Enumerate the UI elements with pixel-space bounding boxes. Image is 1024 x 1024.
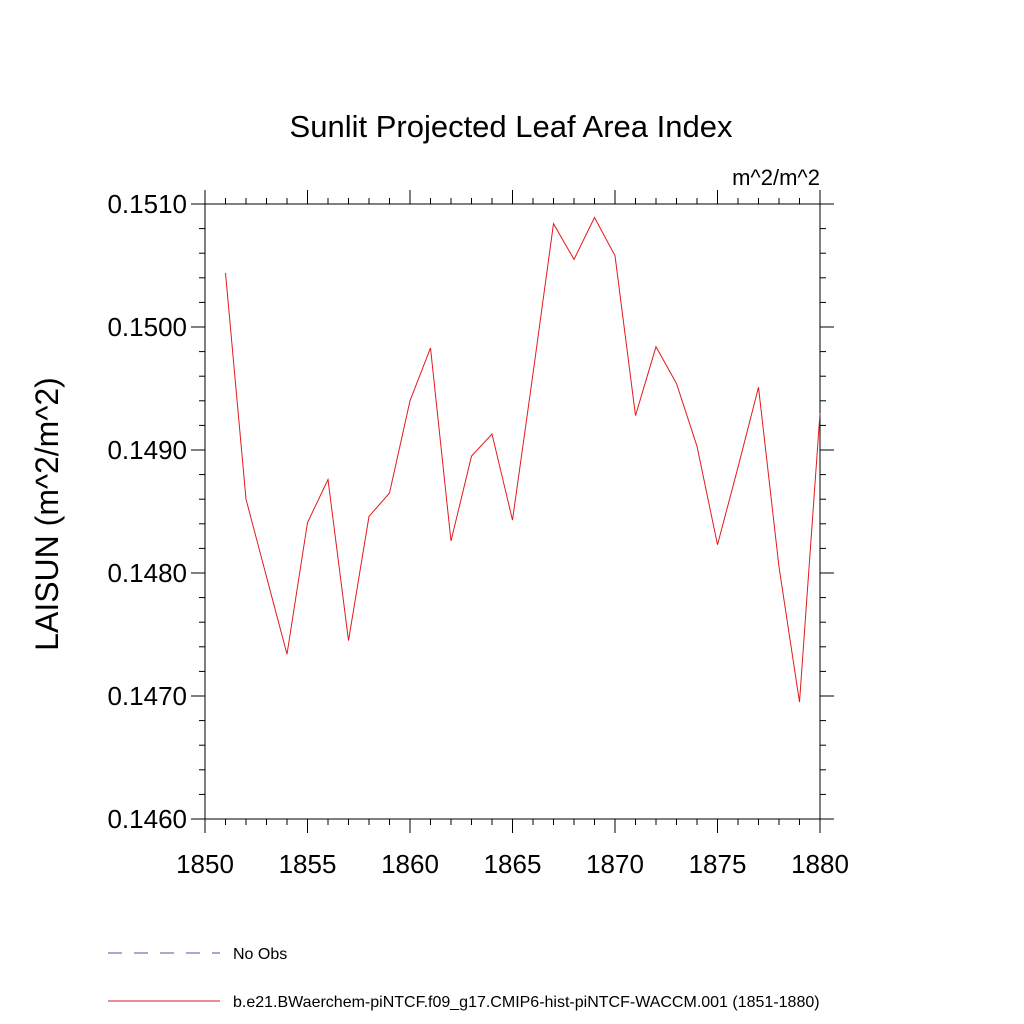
legend-label: b.e21.BWaerchem-piNTCF.f09_g17.CMIP6-his… — [233, 994, 820, 1011]
y-axis-label: LAISUN (m^2/m^2) — [29, 377, 65, 651]
x-tick-label: 1865 — [484, 849, 542, 879]
y-tick-label: 0.1490 — [107, 435, 187, 465]
y-tick-label: 0.1460 — [107, 804, 187, 834]
x-tick-label: 1860 — [381, 849, 439, 879]
y-tick-label: 0.1500 — [107, 312, 187, 342]
series-line-0 — [225, 216, 821, 703]
y-tick-label: 0.1470 — [107, 681, 187, 711]
x-tick-label: 1850 — [176, 849, 234, 879]
units-label: m^2/m^2 — [732, 165, 820, 190]
plot-frame — [204, 203, 821, 820]
x-axis-ticks: 1850 1855 1860 1865 1870 1875 1880 — [176, 190, 849, 879]
legend-label: No Obs — [233, 946, 287, 963]
y-tick-label: 0.1510 — [107, 189, 187, 219]
x-tick-label: 1855 — [279, 849, 337, 879]
series-layer — [225, 216, 821, 703]
legend: No Obs b.e21.BWaerchem-piNTCF.f09_g17.CMI… — [108, 946, 820, 1011]
x-tick-label: 1875 — [689, 849, 747, 879]
x-tick-label: 1870 — [586, 849, 644, 879]
y-tick-label: 0.1480 — [107, 558, 187, 588]
y-axis-ticks: 0.1460 0.1470 0.1480 0.1490 0.1500 0.1510 — [107, 189, 834, 834]
chart-title: Sunlit Projected Leaf Area Index — [290, 109, 733, 144]
x-tick-label: 1880 — [791, 849, 849, 879]
